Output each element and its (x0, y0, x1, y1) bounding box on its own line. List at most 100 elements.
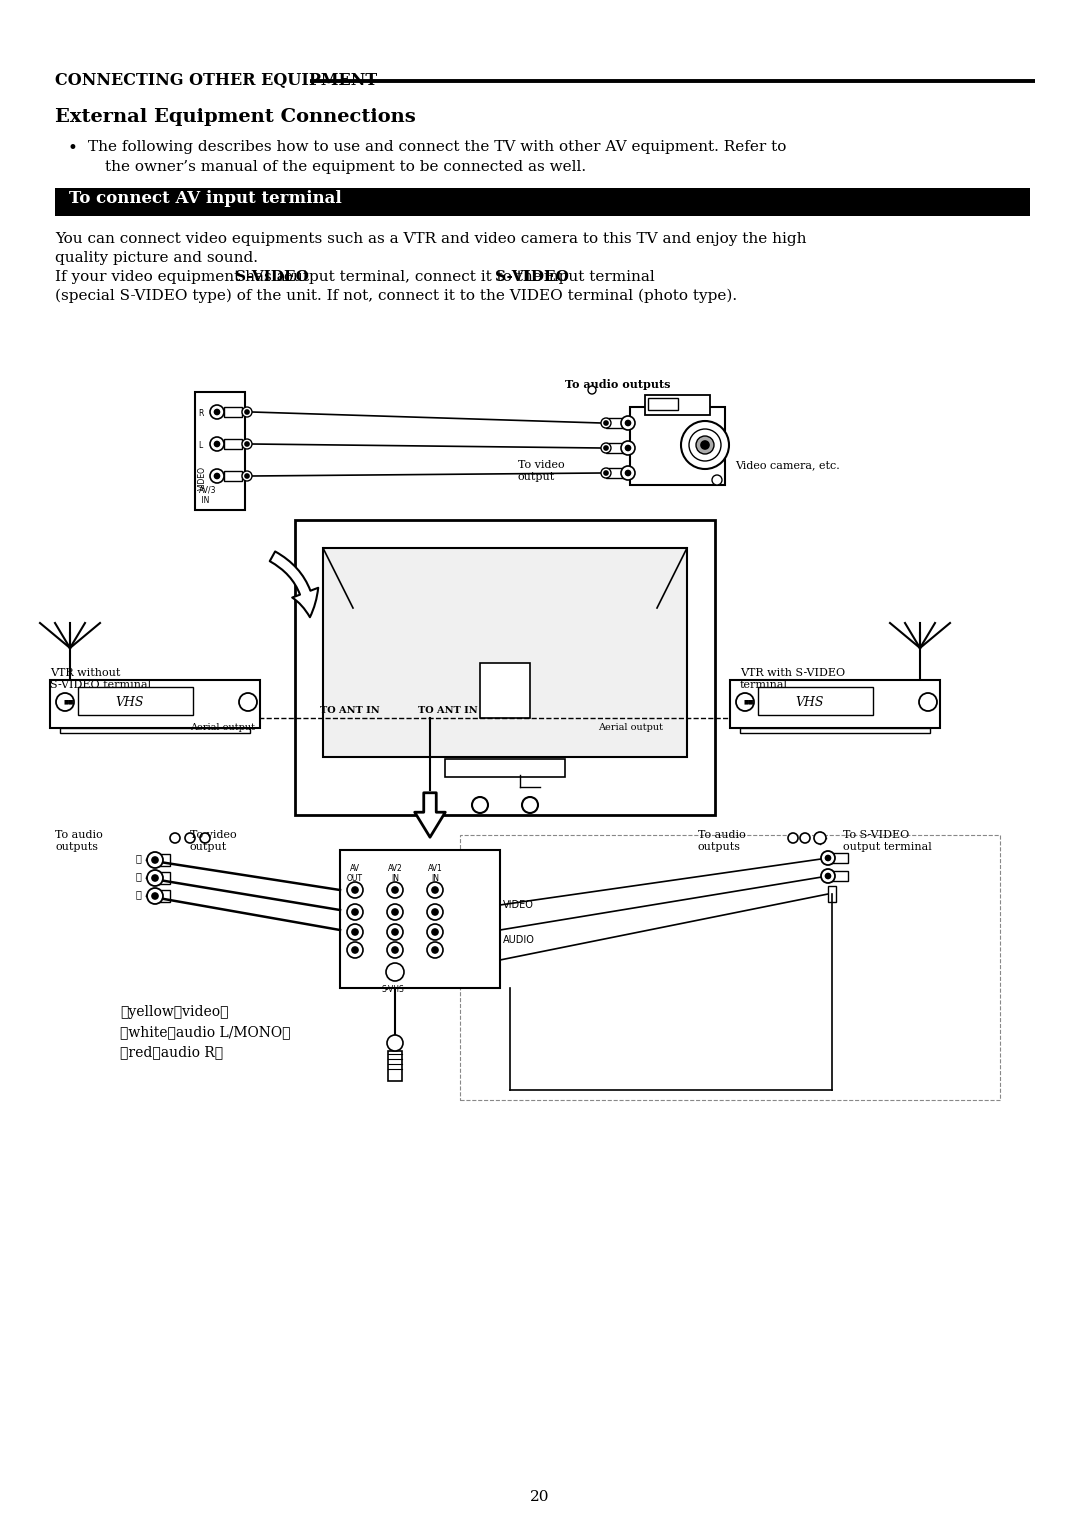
Text: To audio
outputs: To audio outputs (55, 831, 103, 852)
Bar (630, 408, 725, 486)
Text: VHS: VHS (114, 695, 144, 709)
Text: ⓡ: ⓡ (135, 890, 141, 899)
Circle shape (625, 446, 631, 450)
Bar (460, 835, 1000, 1099)
Circle shape (432, 928, 438, 935)
Text: TO ANT IN: TO ANT IN (418, 705, 477, 715)
Circle shape (147, 852, 163, 867)
Circle shape (800, 834, 810, 843)
Text: •: • (68, 140, 78, 157)
Circle shape (427, 924, 443, 941)
Bar (156, 854, 170, 866)
Circle shape (604, 470, 608, 475)
Circle shape (210, 469, 224, 483)
Circle shape (242, 408, 252, 417)
Text: R: R (198, 409, 203, 418)
Text: input terminal: input terminal (539, 270, 654, 284)
Text: To audio
outputs: To audio outputs (698, 831, 746, 852)
Bar (740, 728, 930, 733)
Circle shape (788, 834, 798, 843)
Bar (445, 759, 565, 777)
Bar (388, 1051, 402, 1081)
Circle shape (147, 870, 163, 886)
Circle shape (245, 411, 249, 414)
Bar (606, 467, 626, 478)
Text: AV
OUT: AV OUT (347, 864, 363, 884)
Circle shape (387, 924, 403, 941)
Circle shape (432, 887, 438, 893)
Circle shape (427, 883, 443, 898)
Text: External Equipment Connections: External Equipment Connections (55, 108, 416, 127)
Text: (special S-VIDEO type) of the unit. If not, connect it to the VIDEO terminal (ph: (special S-VIDEO type) of the unit. If n… (55, 289, 738, 304)
Circle shape (352, 887, 357, 893)
Circle shape (392, 909, 399, 915)
Bar (50, 680, 260, 728)
Circle shape (200, 834, 210, 843)
Circle shape (152, 857, 158, 863)
Text: AV/3
 IN: AV/3 IN (199, 486, 216, 505)
Circle shape (600, 467, 611, 478)
Circle shape (472, 797, 488, 812)
Circle shape (604, 446, 608, 450)
Circle shape (825, 873, 831, 878)
Circle shape (432, 947, 438, 953)
Circle shape (387, 1035, 403, 1051)
Circle shape (427, 942, 443, 957)
Circle shape (621, 466, 635, 479)
Bar (340, 851, 500, 988)
Text: ■■: ■■ (743, 699, 754, 704)
Bar (55, 188, 1030, 215)
Bar (828, 886, 836, 902)
Text: AV1
IN: AV1 IN (428, 864, 443, 884)
Circle shape (681, 421, 729, 469)
Text: VHS: VHS (795, 695, 824, 709)
Circle shape (352, 947, 357, 953)
Text: To S-VIDEO
output terminal: To S-VIDEO output terminal (843, 831, 932, 852)
Circle shape (621, 441, 635, 455)
Text: L: L (198, 441, 202, 450)
Circle shape (170, 834, 180, 843)
Circle shape (604, 421, 608, 425)
Bar (480, 663, 530, 718)
Bar (758, 687, 873, 715)
Circle shape (588, 386, 596, 394)
Circle shape (625, 470, 631, 475)
Bar (156, 890, 170, 902)
Circle shape (239, 693, 257, 712)
Circle shape (147, 889, 163, 904)
Circle shape (152, 893, 158, 899)
Text: S-VIDEO: S-VIDEO (235, 270, 309, 284)
Text: S-VHS: S-VHS (382, 985, 405, 994)
Bar (645, 395, 710, 415)
Circle shape (210, 405, 224, 418)
Text: ⓦwhite（audio L/MONO）: ⓦwhite（audio L/MONO） (120, 1025, 291, 1038)
Circle shape (919, 693, 937, 712)
Circle shape (821, 851, 835, 864)
Text: output terminal, connect it to the: output terminal, connect it to the (279, 270, 546, 284)
Circle shape (245, 473, 249, 478)
Text: S-VIDEO: S-VIDEO (495, 270, 569, 284)
Text: VIDEO: VIDEO (198, 466, 207, 490)
Circle shape (347, 904, 363, 919)
Bar (606, 418, 626, 428)
Bar (60, 728, 249, 733)
Circle shape (625, 420, 631, 426)
Circle shape (242, 438, 252, 449)
Text: The following describes how to use and connect the TV with other AV equipment. R: The following describes how to use and c… (87, 140, 786, 154)
Text: ⓨ: ⓨ (135, 854, 141, 863)
Text: To audio outputs: To audio outputs (565, 379, 671, 389)
Circle shape (242, 470, 252, 481)
Circle shape (696, 437, 714, 454)
Circle shape (215, 441, 219, 446)
Bar (730, 680, 940, 728)
Circle shape (821, 869, 835, 883)
Circle shape (621, 415, 635, 431)
Circle shape (352, 909, 357, 915)
Circle shape (352, 928, 357, 935)
Circle shape (387, 904, 403, 919)
Text: AV2
IN: AV2 IN (388, 864, 403, 884)
Circle shape (56, 693, 75, 712)
Circle shape (210, 437, 224, 450)
Bar (195, 392, 245, 510)
Circle shape (215, 409, 219, 414)
